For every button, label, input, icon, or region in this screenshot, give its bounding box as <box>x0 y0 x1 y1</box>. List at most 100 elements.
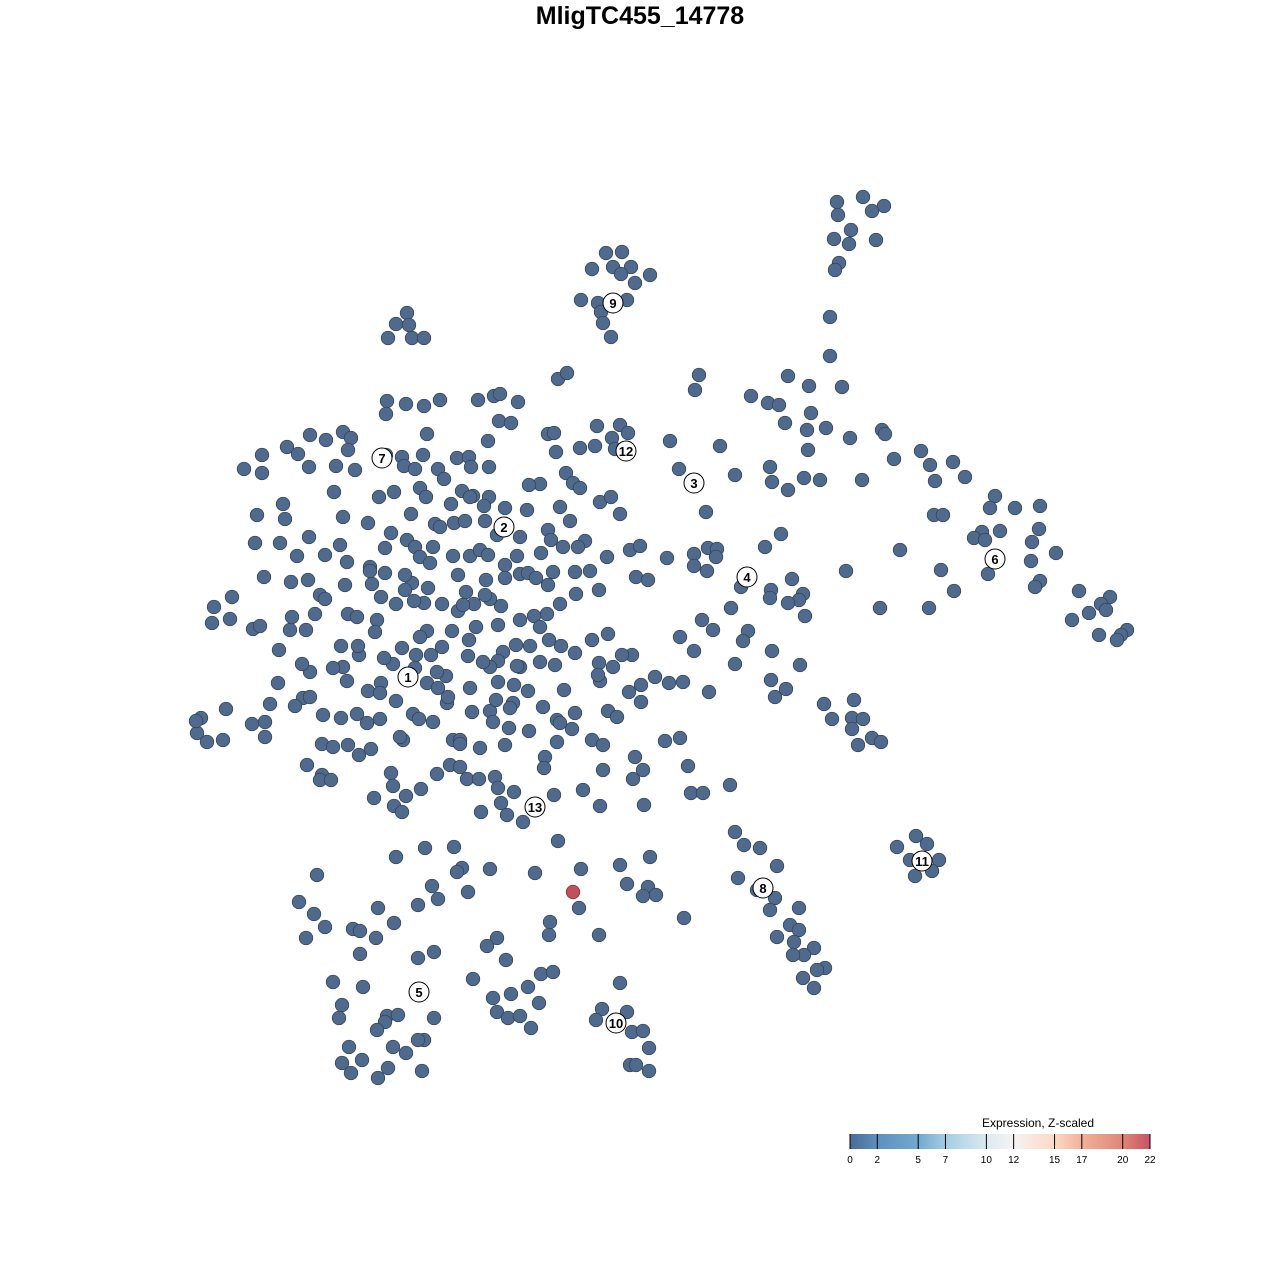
cell-point <box>699 563 715 579</box>
cell-point <box>388 316 404 332</box>
cell-point <box>531 995 547 1011</box>
cell-point <box>927 473 943 489</box>
cell-point <box>570 539 586 555</box>
cell-point <box>600 626 616 642</box>
cell-point <box>855 711 871 727</box>
cell-point <box>512 612 528 628</box>
cell-point <box>479 938 495 954</box>
cell-point <box>722 777 738 793</box>
cell-point <box>555 539 571 555</box>
cell-point <box>510 394 526 410</box>
legend-tick-label: 15 <box>1049 1155 1061 1166</box>
cell-point <box>315 707 331 723</box>
cell-point <box>640 572 656 588</box>
cell-point <box>540 577 556 593</box>
cell-point <box>317 591 333 607</box>
cell-point <box>351 747 367 763</box>
cell-point <box>478 572 494 588</box>
cell-point <box>567 705 583 721</box>
cell-point <box>366 790 382 806</box>
cell-point <box>432 392 448 408</box>
cell-point <box>806 980 822 996</box>
cell-point <box>388 596 404 612</box>
cluster-label-badge <box>752 877 774 899</box>
cell-point <box>423 647 439 663</box>
cell-point <box>628 569 644 585</box>
cell-point <box>1023 553 1039 569</box>
cell-point <box>468 619 484 635</box>
cell-point <box>465 971 481 987</box>
cell-point <box>188 713 204 729</box>
cluster-label-text: 6 <box>991 552 998 567</box>
cell-point <box>302 689 318 705</box>
cell-point <box>340 442 356 458</box>
cell-point <box>394 804 410 820</box>
cell-point <box>446 839 462 855</box>
cell-point <box>873 734 889 750</box>
cell-point <box>627 749 643 765</box>
cell-point <box>676 910 692 926</box>
cell-point <box>698 504 714 520</box>
cell-point <box>512 529 528 545</box>
cell-point <box>799 422 815 438</box>
cell-point <box>378 406 394 422</box>
cell-point <box>535 699 551 715</box>
cell-point <box>412 629 428 645</box>
cell-point <box>298 930 314 946</box>
cell-point <box>521 477 537 493</box>
cell-point <box>503 986 519 1002</box>
legend-tick-label: 20 <box>1117 1155 1129 1166</box>
cell-point <box>385 778 401 794</box>
cell-point <box>430 680 446 696</box>
cell-point <box>287 698 303 714</box>
cell-point <box>553 638 569 654</box>
cell-point <box>705 622 721 638</box>
cluster-label-badge <box>911 850 933 872</box>
cell-point <box>818 420 834 436</box>
cell-point <box>792 657 808 673</box>
cell-point <box>426 1010 442 1026</box>
cell-point <box>546 787 562 803</box>
cell-point <box>642 849 658 865</box>
cell-point <box>727 824 743 840</box>
cell-point <box>257 729 273 745</box>
cell-point <box>886 451 902 467</box>
cell-point <box>432 519 448 535</box>
cell-point <box>816 696 832 712</box>
cell-point <box>623 259 639 275</box>
cell-point <box>497 557 513 573</box>
cluster-label: 8 <box>752 877 774 899</box>
cell-point <box>763 672 779 688</box>
cell-point <box>648 887 664 903</box>
cell-point <box>463 459 479 475</box>
cell-point <box>491 413 507 429</box>
cell-point <box>410 1032 426 1048</box>
cell-point <box>603 329 619 345</box>
cell-point <box>256 569 272 585</box>
cell-point <box>416 330 432 346</box>
cell-point <box>642 267 658 283</box>
cell-point <box>408 647 424 663</box>
cell-point <box>413 781 429 797</box>
cell-point <box>376 650 392 666</box>
cell-point <box>455 597 471 613</box>
cell-point <box>373 589 389 605</box>
cell-point <box>419 426 435 442</box>
legend-tick-label: 12 <box>1008 1155 1020 1166</box>
cell-point <box>279 439 295 455</box>
cell-point <box>339 673 355 689</box>
cell-point <box>562 513 578 529</box>
cell-point <box>686 558 702 574</box>
cell-point <box>796 470 812 486</box>
cell-point <box>426 944 442 960</box>
cell-point <box>341 1039 357 1055</box>
cell-point <box>302 427 318 443</box>
cell-point <box>780 482 796 498</box>
cell-point <box>450 567 466 583</box>
cell-point <box>499 807 515 823</box>
cell-point <box>271 642 287 658</box>
cell-point <box>598 245 614 261</box>
cell-point <box>945 454 961 470</box>
cell-point <box>406 593 422 609</box>
cell-point <box>318 432 334 448</box>
